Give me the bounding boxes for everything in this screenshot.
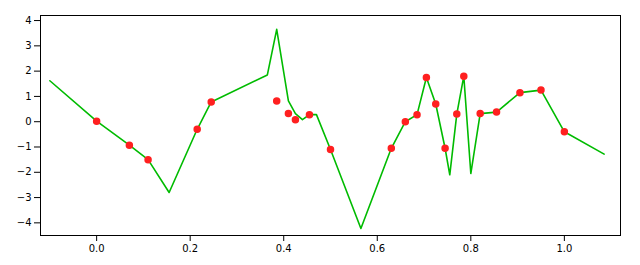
- svg-text:4: 4: [25, 15, 31, 26]
- svg-text:3: 3: [25, 40, 31, 51]
- svg-text:−3: −3: [17, 192, 32, 203]
- svg-text:−4: −4: [17, 217, 32, 228]
- svg-text:0.0: 0.0: [89, 243, 105, 254]
- svg-text:0.8: 0.8: [463, 243, 479, 254]
- svg-text:−1: −1: [17, 141, 32, 152]
- svg-text:0.6: 0.6: [369, 243, 385, 254]
- svg-text:0: 0: [25, 116, 31, 127]
- svg-text:−2: −2: [17, 166, 32, 177]
- svg-text:0.2: 0.2: [182, 243, 198, 254]
- svg-text:1.0: 1.0: [556, 243, 572, 254]
- svg-text:2: 2: [25, 65, 31, 76]
- svg-text:0.4: 0.4: [276, 243, 292, 254]
- svg-text:1: 1: [25, 91, 31, 102]
